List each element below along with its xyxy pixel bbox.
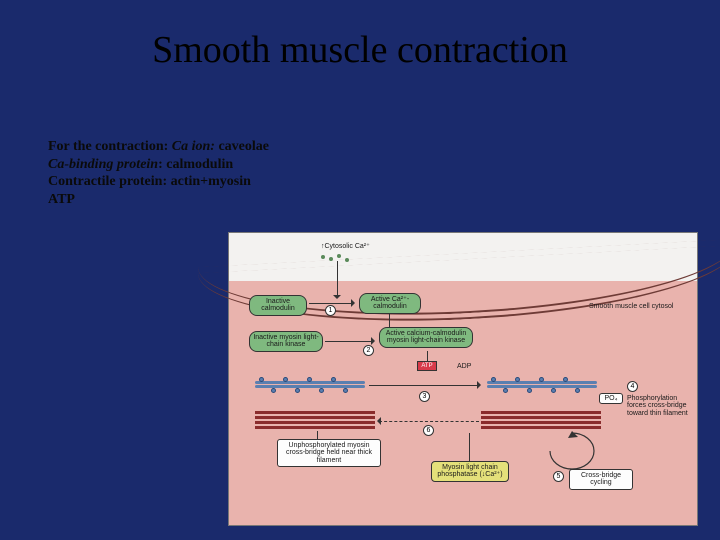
text: : calmodulin [158, 157, 233, 172]
bullet-line-1: For the contraction: Ca ion: caveolae [48, 138, 269, 156]
myosin-head-icon [307, 377, 312, 382]
myosin-head-icon [295, 388, 300, 393]
cytosolic-ca-label: ↑Cytosolic Ca²⁺ [321, 243, 370, 250]
myosin-head-icon [343, 388, 348, 393]
atp-box: ATP [417, 361, 437, 371]
inactive-calmodulin-box: Inactive calmodulin [249, 295, 307, 316]
unphosphorylated-label: Unphosphorylated myosin cross-bridge hel… [277, 439, 381, 467]
active-kinase-box: Active calcium-calmodulin myosin light-c… [379, 327, 473, 348]
contraction-diagram: ↑Cytosolic Ca²⁺ Smooth muscle cell cytos… [228, 232, 698, 526]
ca-ion-icon [337, 254, 341, 258]
text: For the contraction: [48, 139, 172, 154]
active-calmodulin-box: Active Ca²⁺-calmodulin [359, 293, 421, 314]
thick-filament [255, 416, 375, 419]
inactive-kinase-box: Inactive myosin light-chain kinase [249, 331, 323, 352]
arrow [309, 303, 353, 304]
bullet-list: For the contraction: Ca ion: caveolae Ca… [48, 138, 269, 208]
arrow [369, 385, 479, 386]
ca-ion-icon [345, 258, 349, 262]
myosin-head-icon [319, 388, 324, 393]
arrow [325, 341, 373, 342]
arrow [427, 351, 428, 361]
arrow-head-icon [351, 299, 359, 307]
adp-label: ADP [457, 363, 471, 370]
ca-ion-icon [329, 257, 333, 261]
phosphorylation-note: Phosphorylation forces cross-bridge towa… [627, 395, 691, 417]
bullet-line-2: Ca-binding protein: calmodulin [48, 156, 269, 174]
thick-filament [481, 426, 601, 429]
bullet-line-4: ATP [48, 191, 269, 209]
thick-filament [481, 411, 601, 414]
arrow-head-icon [371, 337, 379, 345]
myosin-head-icon [527, 388, 532, 393]
myosin-head-icon [539, 377, 544, 382]
cycling-arrow-icon [545, 431, 599, 471]
phosphate-box: PO₄ [599, 393, 623, 404]
arrow-head-icon [373, 417, 381, 425]
bullet-line-3: Contractile protein: actin+myosin [48, 173, 269, 191]
myosin-head-icon [491, 377, 496, 382]
slide-title: Smooth muscle contraction [0, 0, 720, 72]
cross-bridge-cycling-box: Cross-bridge cycling [569, 469, 633, 490]
ca-ion-icon [321, 255, 325, 259]
step-number: 4 [627, 381, 638, 392]
step-number: 6 [423, 425, 434, 436]
arrow [389, 313, 390, 327]
arrow-head-icon [477, 381, 485, 389]
step-number: 2 [363, 345, 374, 356]
thick-filament [255, 426, 375, 429]
text-italic: Ca ion: [172, 139, 219, 154]
arrow [317, 431, 318, 439]
arrow [337, 261, 338, 297]
cytosol-label: Smooth muscle cell cytosol [589, 303, 673, 310]
thick-filament [255, 411, 375, 414]
arrow-head-icon [333, 295, 341, 303]
myosin-head-icon [331, 377, 336, 382]
arrow [469, 433, 470, 461]
myosin-head-icon [575, 388, 580, 393]
myosin-head-icon [283, 377, 288, 382]
myosin-head-icon [551, 388, 556, 393]
step-number: 1 [325, 305, 336, 316]
dashed-arrow [379, 421, 479, 422]
phosphatase-box: Myosin light chain phosphatase (↓Ca²⁺) [431, 461, 509, 482]
step-number: 3 [419, 391, 430, 402]
text-italic: Ca-binding protein [48, 157, 158, 172]
myosin-head-icon [515, 377, 520, 382]
myosin-head-icon [503, 388, 508, 393]
myosin-head-icon [259, 377, 264, 382]
text: caveolae [218, 139, 269, 154]
myosin-head-icon [271, 388, 276, 393]
thick-filament [255, 421, 375, 424]
thick-filament [481, 416, 601, 419]
step-number: 5 [553, 471, 564, 482]
myosin-head-icon [563, 377, 568, 382]
thick-filament [481, 421, 601, 424]
